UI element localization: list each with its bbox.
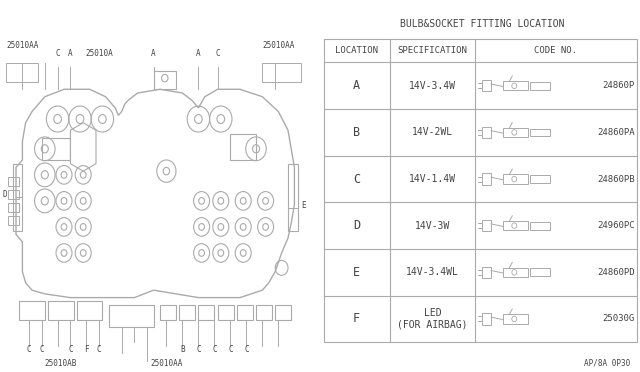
Bar <box>8 177 19 186</box>
Bar <box>503 268 528 277</box>
Bar <box>275 305 291 320</box>
Text: 24860PB: 24860PB <box>597 174 635 183</box>
Bar <box>218 305 234 320</box>
Bar <box>42 138 70 160</box>
Text: A: A <box>196 49 201 58</box>
Bar <box>529 129 550 136</box>
Text: A: A <box>151 49 156 58</box>
Bar <box>160 305 176 320</box>
Bar <box>13 164 22 231</box>
Text: 24860PD: 24860PD <box>597 268 635 277</box>
Text: LOCATION: LOCATION <box>335 46 378 55</box>
Text: F: F <box>84 344 89 353</box>
Bar <box>230 134 256 160</box>
Bar <box>198 305 214 320</box>
Bar <box>256 305 272 320</box>
Text: SPECIFICATION: SPECIFICATION <box>397 46 467 55</box>
Text: 25010AA: 25010AA <box>150 359 182 368</box>
Bar <box>503 314 528 324</box>
Text: D: D <box>353 219 360 232</box>
Bar <box>529 175 550 183</box>
Bar <box>482 220 491 231</box>
Text: E: E <box>301 201 307 210</box>
Bar <box>8 190 19 199</box>
Bar <box>154 71 176 89</box>
Bar <box>529 269 550 276</box>
Bar <box>6 63 38 82</box>
Text: C: C <box>68 344 73 353</box>
Text: BULB&SOCKET FITTING LOCATION: BULB&SOCKET FITTING LOCATION <box>399 19 564 29</box>
Text: AP/8A 0P30: AP/8A 0P30 <box>584 358 630 367</box>
Bar <box>529 82 550 90</box>
Text: C: C <box>97 344 102 353</box>
Text: C: C <box>353 173 360 186</box>
Bar <box>8 203 19 212</box>
Text: B: B <box>353 126 360 139</box>
Bar <box>288 164 298 231</box>
Text: 24860PA: 24860PA <box>597 128 635 137</box>
Text: C: C <box>215 49 220 58</box>
Text: 25010AA: 25010AA <box>262 41 294 50</box>
Text: C: C <box>196 344 201 353</box>
Bar <box>503 128 528 137</box>
Bar <box>77 301 102 320</box>
Bar <box>109 305 154 327</box>
Text: A: A <box>353 79 360 92</box>
Text: F: F <box>353 312 360 326</box>
Text: 14V-1.4W: 14V-1.4W <box>409 174 456 184</box>
Text: 25010AB: 25010AB <box>45 359 77 368</box>
Bar <box>8 216 19 225</box>
Bar <box>503 221 528 230</box>
Text: D: D <box>3 190 7 199</box>
Bar <box>529 222 550 230</box>
Bar <box>482 80 491 92</box>
Text: 14V-3W: 14V-3W <box>415 221 450 231</box>
Text: 24860P: 24860P <box>603 81 635 90</box>
Bar <box>262 63 301 82</box>
Text: 25010AA: 25010AA <box>6 41 38 50</box>
Text: C: C <box>228 344 233 353</box>
Text: 24960PC: 24960PC <box>597 221 635 230</box>
Text: C: C <box>55 49 60 58</box>
Text: 14V-2WL: 14V-2WL <box>412 128 453 137</box>
Text: 25010A: 25010A <box>85 49 113 58</box>
Text: 14V-3.4W: 14V-3.4W <box>409 81 456 91</box>
Text: C: C <box>244 344 249 353</box>
Text: C: C <box>39 344 44 353</box>
Text: LED
(FOR AIRBAG): LED (FOR AIRBAG) <box>397 308 468 330</box>
Bar <box>19 301 45 320</box>
Bar <box>324 39 637 342</box>
Bar <box>48 301 74 320</box>
Text: 25030G: 25030G <box>603 314 635 323</box>
Text: C: C <box>26 344 31 353</box>
Bar <box>179 305 195 320</box>
Bar <box>503 81 528 90</box>
Text: B: B <box>180 344 185 353</box>
Bar <box>482 267 491 278</box>
Bar <box>482 173 491 185</box>
Bar <box>482 313 491 324</box>
Text: 14V-3.4WL: 14V-3.4WL <box>406 267 459 277</box>
Text: E: E <box>353 266 360 279</box>
Bar <box>503 174 528 184</box>
Text: A: A <box>68 49 73 58</box>
Text: CODE NO.: CODE NO. <box>534 46 577 55</box>
Text: C: C <box>212 344 217 353</box>
Bar <box>237 305 253 320</box>
Bar <box>482 127 491 138</box>
